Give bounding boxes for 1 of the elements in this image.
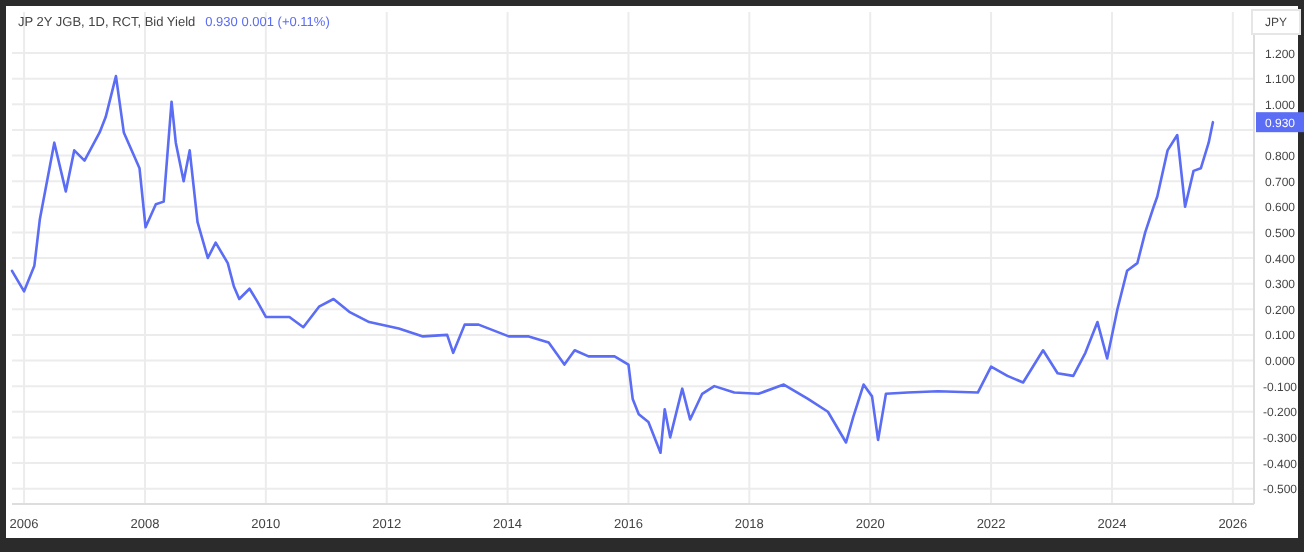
line-series [10, 74, 1215, 455]
